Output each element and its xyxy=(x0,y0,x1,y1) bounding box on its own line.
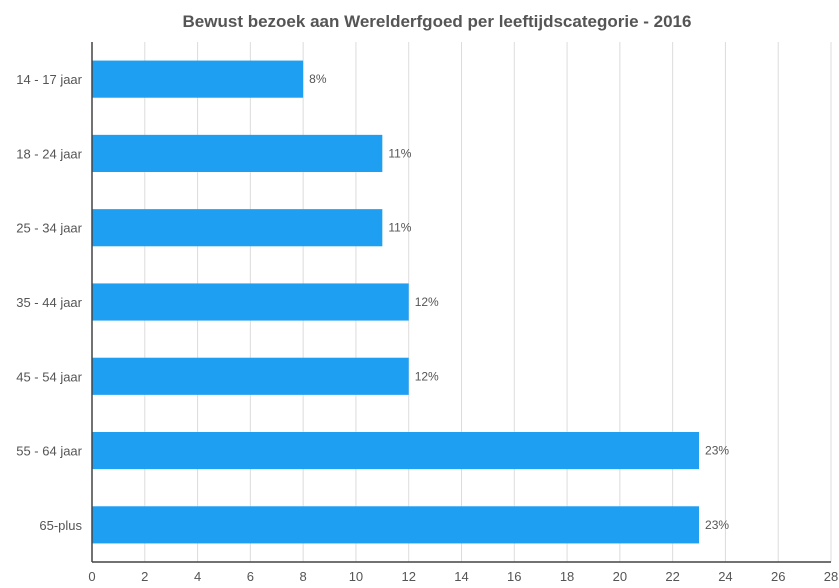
bar xyxy=(92,209,383,247)
x-tick-label: 12 xyxy=(401,569,415,584)
x-tick-label: 28 xyxy=(824,569,838,584)
category-label: 45 - 54 jaar xyxy=(16,369,82,384)
bar xyxy=(92,357,409,395)
x-tick-label: 0 xyxy=(88,569,95,584)
x-tick-label: 20 xyxy=(613,569,627,584)
bar xyxy=(92,60,304,98)
category-labels: 14 - 17 jaar 18 - 24 jaar 25 - 34 jaar 35 -… xyxy=(16,72,82,533)
category-label: 14 - 17 jaar xyxy=(16,72,82,87)
data-label: 8% xyxy=(309,72,327,86)
category-label: 18 - 24 jaar xyxy=(16,146,82,161)
chart-title: Bewust bezoek aan Werelderfgoed per leef… xyxy=(183,12,692,31)
data-label: 11% xyxy=(388,146,411,160)
data-label: 12% xyxy=(415,369,439,383)
data-labels: 8% 11% 11% 12% 12% 23% 23% xyxy=(309,72,729,532)
bar xyxy=(92,432,700,470)
category-label: 65-plus xyxy=(39,518,82,533)
bar xyxy=(92,506,700,544)
x-tick-label: 14 xyxy=(454,569,468,584)
x-tick-label: 26 xyxy=(771,569,785,584)
x-tick-label: 10 xyxy=(349,569,363,584)
x-tick-label: 24 xyxy=(718,569,732,584)
x-tick-label: 6 xyxy=(247,569,254,584)
bar xyxy=(92,134,383,172)
x-tick-label: 4 xyxy=(194,569,201,584)
category-label: 25 - 34 jaar xyxy=(16,221,82,236)
x-tick-labels: 0 2 4 6 8 10 12 14 16 18 20 22 24 26 28 xyxy=(88,569,838,584)
x-tick-label: 22 xyxy=(665,569,679,584)
data-label: 12% xyxy=(415,295,439,309)
x-tick-label: 16 xyxy=(507,569,521,584)
data-label: 23% xyxy=(705,444,729,458)
x-tick-label: 18 xyxy=(560,569,574,584)
data-label: 11% xyxy=(388,221,411,235)
bar xyxy=(92,283,409,321)
data-label: 23% xyxy=(705,518,729,532)
category-label: 35 - 44 jaar xyxy=(16,295,82,310)
x-tick-label: 2 xyxy=(141,569,148,584)
x-tick-label: 8 xyxy=(300,569,307,584)
bars xyxy=(92,60,700,544)
category-label: 55 - 64 jaar xyxy=(16,444,82,459)
